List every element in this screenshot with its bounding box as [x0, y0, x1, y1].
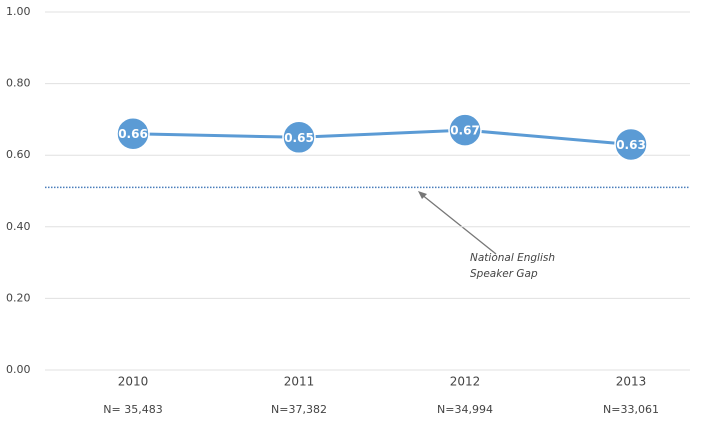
annotation-arrow — [420, 193, 497, 255]
point-marker — [614, 127, 648, 162]
y-tick-label: 0.80 — [6, 77, 31, 90]
x-tick-label: 2010 — [118, 375, 149, 389]
sample-size-label: N=33,061 — [603, 403, 659, 416]
data-label: 0.63 — [616, 138, 646, 152]
arrow-head — [418, 191, 427, 199]
y-tick-label: 0.00 — [6, 363, 31, 376]
y-tick-label: 0.60 — [6, 148, 31, 161]
sample-size-label: N=37,382 — [271, 403, 327, 416]
series-line — [132, 128, 632, 146]
y-tick-label: 0.40 — [6, 220, 31, 233]
x-tick-label: 2013 — [616, 375, 647, 389]
sample-size-label: N=34,994 — [437, 403, 493, 416]
annotation: National English — [470, 252, 555, 264]
point-marker — [116, 116, 150, 151]
point-marker — [448, 113, 482, 147]
data-label: 0.66 — [118, 127, 148, 141]
data-label: 0.65 — [284, 131, 314, 145]
sample-size-label: N= 35,483 — [103, 403, 162, 416]
y-tick-label: 0.20 — [6, 291, 31, 304]
data-label: 0.67 — [450, 124, 480, 138]
y-tick-label: 1.00 — [6, 5, 31, 18]
point-marker — [282, 120, 316, 155]
x-tick-label: 2011 — [284, 375, 315, 389]
annotation: Speaker Gap — [470, 268, 538, 280]
x-tick-label: 2012 — [450, 375, 481, 389]
